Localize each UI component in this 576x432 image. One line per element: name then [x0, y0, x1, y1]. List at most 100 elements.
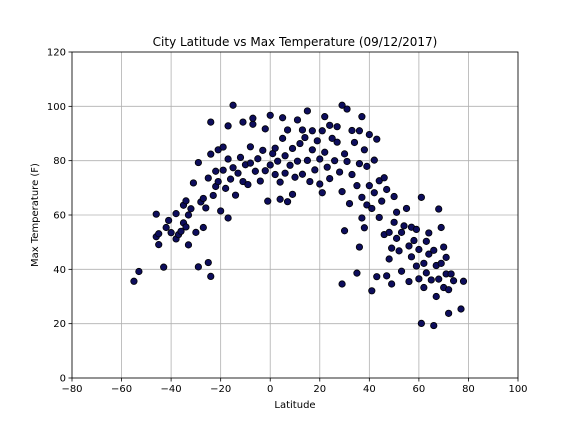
- data-point: [370, 189, 378, 197]
- data-point: [437, 223, 445, 232]
- data-point: [192, 228, 200, 236]
- data-point: [271, 170, 279, 179]
- x-tick-label: 0: [267, 384, 273, 395]
- data-point: [388, 280, 396, 288]
- data-point: [261, 125, 269, 133]
- data-point: [397, 228, 406, 236]
- x-tick-label: 60: [413, 384, 426, 395]
- data-point: [363, 201, 371, 209]
- data-point: [445, 309, 453, 317]
- data-point: [378, 197, 386, 205]
- data-point: [400, 222, 408, 230]
- data-point: [308, 146, 316, 154]
- data-points: [130, 101, 468, 330]
- data-point: [343, 157, 351, 166]
- data-point: [217, 207, 225, 215]
- data-point: [219, 166, 227, 174]
- data-point: [417, 193, 425, 201]
- data-point: [209, 191, 217, 200]
- data-point: [259, 146, 267, 154]
- data-point: [189, 179, 198, 187]
- data-point: [343, 105, 351, 113]
- data-point: [152, 210, 160, 218]
- data-point: [276, 195, 284, 203]
- x-tick-label: 80: [462, 384, 475, 395]
- data-point: [306, 177, 314, 186]
- data-point: [368, 204, 376, 213]
- data-point: [358, 113, 366, 121]
- data-point: [288, 144, 297, 153]
- data-point: [261, 167, 269, 175]
- data-point: [239, 118, 247, 126]
- y-tick-label: 20: [53, 319, 66, 330]
- data-point: [318, 189, 326, 197]
- data-point: [293, 157, 302, 165]
- data-point: [425, 250, 433, 258]
- data-point: [182, 197, 190, 205]
- y-axis-ticks: 0 20 40 60 80 100 120: [47, 48, 72, 385]
- data-point: [432, 292, 440, 301]
- data-point: [288, 190, 297, 198]
- data-point: [363, 162, 371, 170]
- data-point: [397, 267, 406, 275]
- data-point: [345, 199, 354, 208]
- data-point: [308, 127, 316, 135]
- data-point: [204, 174, 212, 182]
- data-point: [390, 218, 398, 226]
- data-point: [449, 277, 458, 285]
- data-point: [437, 259, 445, 267]
- data-point: [360, 224, 368, 232]
- data-point: [296, 139, 304, 148]
- data-point: [392, 208, 401, 216]
- data-point: [373, 273, 381, 281]
- data-point: [358, 193, 366, 201]
- data-point: [229, 164, 237, 172]
- y-tick-label: 40: [53, 265, 66, 276]
- data-point: [301, 133, 309, 142]
- data-point: [447, 270, 455, 278]
- data-point: [355, 127, 364, 135]
- data-point: [326, 174, 334, 183]
- data-point: [415, 245, 423, 254]
- data-point: [303, 107, 311, 115]
- data-point: [246, 143, 254, 151]
- data-point: [435, 205, 443, 213]
- data-point: [167, 229, 175, 237]
- data-point: [155, 241, 163, 249]
- data-point: [410, 236, 418, 245]
- data-point: [348, 170, 356, 179]
- data-point: [331, 157, 339, 165]
- data-point: [333, 138, 341, 146]
- x-axis-ticks: −80 −60 −40 −20 0 20 40 60 80 100: [61, 378, 528, 395]
- data-point: [172, 210, 180, 218]
- data-point: [457, 305, 465, 313]
- data-point: [407, 253, 416, 261]
- data-point: [283, 126, 292, 134]
- data-point: [402, 204, 411, 213]
- data-point: [212, 167, 220, 175]
- y-tick-label: 120: [47, 48, 66, 59]
- data-point: [373, 135, 381, 143]
- data-point: [333, 123, 341, 131]
- data-point: [298, 170, 307, 178]
- data-point: [281, 152, 289, 160]
- grid-lines: [71, 51, 519, 379]
- data-point: [390, 192, 398, 201]
- data-point: [360, 146, 368, 154]
- data-point: [204, 258, 212, 267]
- data-point: [130, 277, 138, 285]
- data-point: [276, 178, 284, 186]
- data-point: [316, 155, 324, 163]
- data-point: [281, 169, 289, 177]
- data-point: [392, 234, 401, 242]
- data-point: [199, 194, 207, 203]
- data-point: [388, 244, 396, 252]
- data-point: [350, 138, 359, 147]
- data-point: [207, 150, 215, 158]
- data-point: [222, 184, 230, 192]
- data-point: [182, 223, 190, 231]
- data-point: [135, 267, 143, 276]
- data-point: [440, 243, 448, 251]
- chart-title: City Latitude vs Max Temperature (09/12/…: [153, 35, 438, 49]
